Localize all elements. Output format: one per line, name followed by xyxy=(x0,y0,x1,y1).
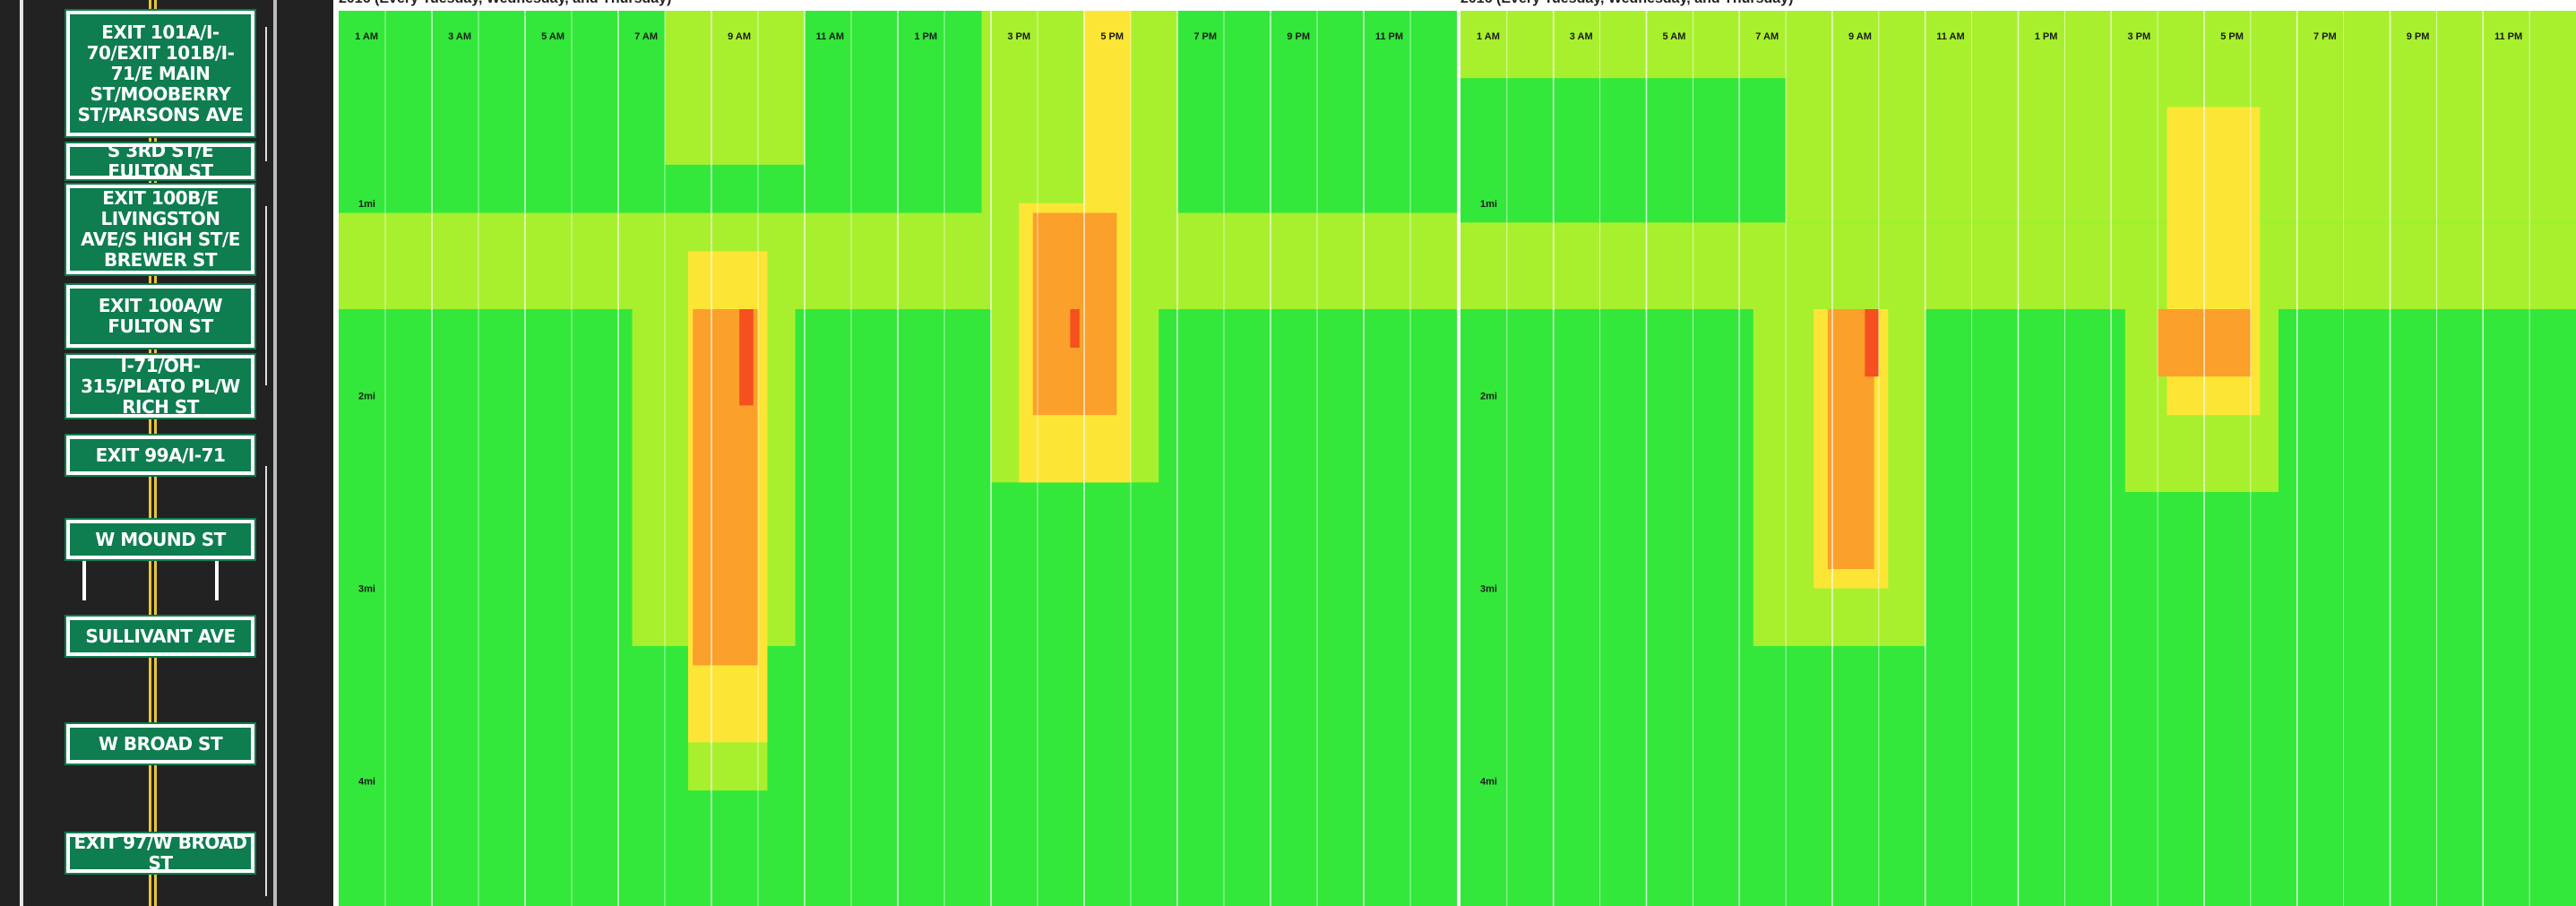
road-edge-line xyxy=(273,0,277,906)
x-tick-label: 11 PM xyxy=(1375,31,1403,42)
x-tick-label: 9 PM xyxy=(2407,31,2430,42)
lane-marker xyxy=(215,538,219,600)
mile-scale xyxy=(265,0,299,906)
x-tick-label: 1 PM xyxy=(914,31,937,42)
heatmap-panel-2: 2016 (Every Tuesday, Wednesday, and Thur… xyxy=(1460,0,2576,906)
chart-title: 2016 (Every Tuesday, Wednesday, and Thur… xyxy=(1460,0,1793,7)
road-edge-line xyxy=(20,0,23,906)
x-tick-label: 1 PM xyxy=(2035,31,2058,42)
x-tick-label: 5 PM xyxy=(2220,31,2244,42)
heatmap-1: 1 AM 3 AM 5 AM 7 AM 9 AM 11 AM 1 PM 3 PM 5 PM 7 P… xyxy=(339,11,1457,906)
x-tick-label: 11 PM xyxy=(2494,31,2522,42)
y-tick-label: 3mi xyxy=(358,584,375,595)
x-tick-label: 3 AM xyxy=(448,31,471,42)
heatmap-cell-severe xyxy=(1070,309,1080,348)
x-tick-label: 7 PM xyxy=(2313,31,2337,42)
heatmap-cell-moderate xyxy=(1084,11,1131,203)
y-tick-label: 4mi xyxy=(358,776,375,787)
y-tick-label: 4mi xyxy=(1480,776,1497,787)
x-tick-label: 11 AM xyxy=(816,31,844,42)
x-tick-label: 7 AM xyxy=(634,31,658,42)
x-tick-label: 7 PM xyxy=(1193,31,1217,42)
x-tick-label: 5 AM xyxy=(541,31,564,42)
heatmap-2: 1 AM 3 AM 5 AM 7 AM 9 AM 11 AM 1 PM 3 PM 5 PM 7 P… xyxy=(1460,11,2576,906)
x-tick-label: 5 PM xyxy=(1100,31,1124,42)
heatmap-cell-severe xyxy=(1865,309,1879,377)
x-tick-label: 3 PM xyxy=(1007,31,1030,42)
exit-sign: SULLIVANT AVE xyxy=(65,615,256,658)
y-tick-label: 1mi xyxy=(358,199,375,210)
x-tick-label: 5 AM xyxy=(1663,31,1686,42)
exit-sign: EXIT 99A/I-71 xyxy=(65,434,256,477)
scale-line xyxy=(265,206,267,385)
scale-line xyxy=(265,466,267,896)
y-tick-label: 2mi xyxy=(1480,392,1497,402)
heatmap-cell-light xyxy=(981,11,1177,213)
exit-sign: W MOUND ST xyxy=(65,518,256,561)
exit-sign: EXIT 100B/E LIVINGSTON AVE/S HIGH ST/E B… xyxy=(65,183,256,276)
x-tick-label: 3 PM xyxy=(2127,31,2150,42)
x-tick-label: 9 PM xyxy=(1287,31,1310,42)
x-tick-label: 9 AM xyxy=(1848,31,1872,42)
x-tick-label: 1 AM xyxy=(1477,31,1500,42)
exit-sign: EXIT 101A/I-70/EXIT 101B/I-71/E MAIN ST/… xyxy=(65,9,256,138)
y-tick-label: 2mi xyxy=(358,392,375,402)
x-tick-label: 11 AM xyxy=(1936,31,1964,42)
scale-line xyxy=(265,27,267,161)
exit-sign: EXIT 100A/W FULTON ST xyxy=(65,283,256,349)
roadway-diagram: EXIT 101A/I-70/EXIT 101B/I-71/E MAIN ST/… xyxy=(0,0,300,906)
heatmap-cell-light xyxy=(665,11,805,165)
y-tick-label: 1mi xyxy=(1480,199,1497,210)
x-tick-label: 3 AM xyxy=(1570,31,1593,42)
exit-sign: I-71/OH-315/PLATO PL/W RICH ST xyxy=(65,353,256,419)
chart-title: 2016 (Every Tuesday, Wednesday, and Thur… xyxy=(339,0,671,7)
exit-sign: EXIT 97/W BROAD ST xyxy=(65,832,256,875)
heatmap-panel-1: 2016 (Every Tuesday, Wednesday, and Thur… xyxy=(339,0,1457,906)
x-tick-label: 7 AM xyxy=(1755,31,1779,42)
lane-marker xyxy=(82,538,86,600)
route-marker-strip: 70 EB ◆ xyxy=(299,0,628,906)
x-tick-label: 9 AM xyxy=(728,31,751,42)
exit-sign: W BROAD ST xyxy=(65,722,256,765)
y-tick-label: 3mi xyxy=(1480,584,1497,595)
exit-sign: S 3RD ST/E FULTON ST xyxy=(65,141,256,182)
x-tick-label: 1 AM xyxy=(355,31,378,42)
heatmap-cell-severe xyxy=(739,309,754,406)
